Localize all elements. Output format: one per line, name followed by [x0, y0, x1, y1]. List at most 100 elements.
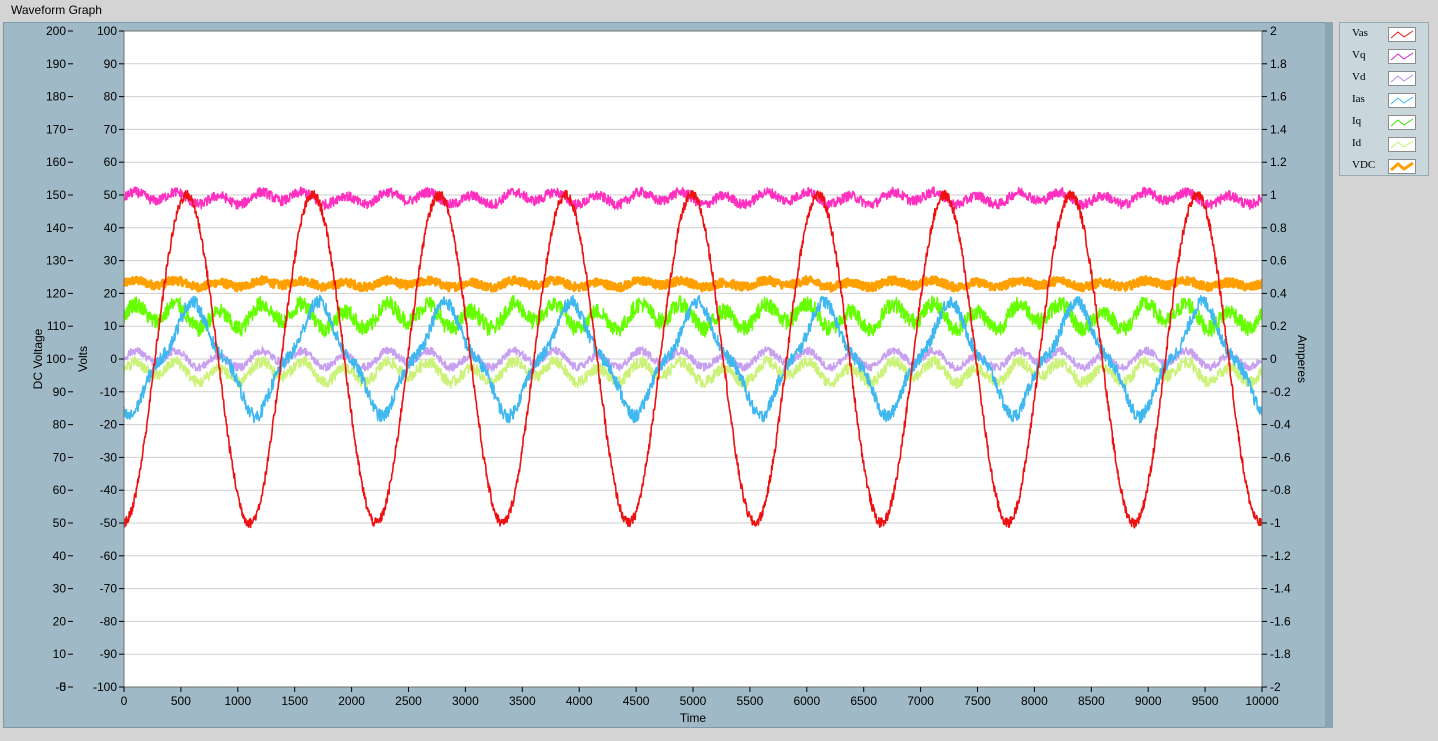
amperes-tick-label: -1.4 — [1270, 582, 1291, 596]
amperes-tick-label: 1.2 — [1270, 155, 1287, 169]
dc-voltage-tick-label: 130 — [46, 254, 66, 268]
x-tick-label: 8000 — [1021, 694, 1048, 708]
x-tick-label: 9500 — [1192, 694, 1219, 708]
y-axis-title-volts: Volts — [76, 346, 90, 372]
amperes-tick-label: 1.6 — [1270, 90, 1287, 104]
volts-tick-label: 40 — [104, 221, 118, 235]
axis-ticks: 1009080706050403020100-10-20-30-40-50-60… — [46, 24, 1291, 708]
dc-voltage-tick-label: 20 — [53, 614, 67, 628]
volts-tick-label: 80 — [104, 90, 118, 104]
amperes-tick-label: 0.4 — [1270, 286, 1287, 300]
legend-swatch-vq[interactable] — [1388, 49, 1416, 64]
legend-label: Vd — [1352, 71, 1366, 83]
legend-item-iq[interactable]: Iq — [1342, 113, 1426, 133]
amperes-tick-label: 0.6 — [1270, 254, 1287, 268]
legend-swatch-ias[interactable] — [1388, 93, 1416, 108]
x-tick-label: 4500 — [623, 694, 650, 708]
amperes-tick-label: 0.8 — [1270, 221, 1287, 235]
volts-tick-label: 30 — [104, 254, 118, 268]
legend-label: Id — [1352, 137, 1362, 149]
volts-tick-label: -30 — [100, 450, 118, 464]
dc-voltage-tick-label: 10 — [53, 647, 67, 661]
legend-swatch-vas[interactable] — [1388, 27, 1416, 42]
series-line-ias — [123, 294, 1263, 424]
dc-voltage-tick-label: 60 — [53, 483, 67, 497]
x-tick-label: 9000 — [1135, 694, 1162, 708]
volts-tick-label: -10 — [100, 385, 118, 399]
legend-swatch-vd[interactable] — [1388, 71, 1416, 86]
dc-voltage-tick-label: 160 — [46, 155, 66, 169]
dc-voltage-tick-label: 180 — [46, 90, 66, 104]
volts-tick-label: -90 — [100, 647, 118, 661]
legend-item-id[interactable]: Id — [1342, 135, 1426, 155]
volts-tick-label: 10 — [104, 319, 118, 333]
x-tick-label: 7000 — [907, 694, 934, 708]
legend-item-ias[interactable]: Ias — [1342, 91, 1426, 111]
amperes-tick-label: -1 — [1270, 516, 1281, 530]
legend-swatch-vdc[interactable] — [1388, 159, 1416, 174]
y-axis-title-amperes: Amperes — [1295, 335, 1309, 383]
volts-tick-label: 50 — [104, 188, 118, 202]
amperes-tick-label: -1.2 — [1270, 549, 1291, 563]
amperes-tick-label: 1.8 — [1270, 57, 1287, 71]
legend-item-vd[interactable]: Vd — [1342, 69, 1426, 89]
window-title: Waveform Graph — [11, 3, 102, 17]
waveform-chart[interactable]: 1009080706050403020100-10-20-30-40-50-60… — [0, 0, 1330, 735]
volts-tick-label: -70 — [100, 582, 118, 596]
x-tick-label: 1500 — [281, 694, 308, 708]
volts-tick-label: -20 — [100, 418, 118, 432]
legend-swatch-id[interactable] — [1388, 137, 1416, 152]
grid-lines — [124, 30, 1262, 688]
x-tick-label: 0 — [121, 694, 128, 708]
volts-tick-label: 0 — [110, 352, 117, 366]
legend-label: Ias — [1352, 93, 1365, 105]
legend-item-vdc[interactable]: VDC — [1342, 157, 1426, 177]
legend-label: VDC — [1352, 159, 1376, 171]
y-axis-title-dc-voltage: DC Voltage — [31, 328, 45, 389]
x-tick-label: 2500 — [395, 694, 422, 708]
amperes-tick-label: -1.6 — [1270, 614, 1291, 628]
graph-frame-edge — [1325, 22, 1333, 728]
amperes-tick-label: -0.6 — [1270, 450, 1291, 464]
dc-voltage-tick-label: 0 — [59, 680, 66, 694]
series-line-id — [123, 355, 1263, 389]
dc-voltage-tick-label: 70 — [53, 450, 67, 464]
x-tick-label: 4000 — [566, 694, 593, 708]
x-tick-label: 7500 — [964, 694, 991, 708]
amperes-tick-label: -0.8 — [1270, 483, 1291, 497]
volts-tick-label: -50 — [100, 516, 118, 530]
volts-tick-label: 20 — [104, 286, 118, 300]
x-tick-label: 6500 — [850, 694, 877, 708]
legend-swatch-iq[interactable] — [1388, 115, 1416, 130]
volts-tick-label: -100 — [93, 680, 117, 694]
legend-label: Vq — [1352, 49, 1366, 61]
series-line-vas — [123, 189, 1263, 529]
legend-item-vq[interactable]: Vq — [1342, 47, 1426, 67]
x-tick-label: 1000 — [224, 694, 251, 708]
amperes-tick-label: 2 — [1270, 24, 1277, 38]
legend-item-vas[interactable]: Vas — [1342, 25, 1426, 45]
volts-tick-label: -40 — [100, 483, 118, 497]
dc-voltage-tick-label: 190 — [46, 57, 66, 71]
plot-legend[interactable]: Vas Vq Vd Ias Iq Id VDC — [1339, 22, 1429, 176]
volts-tick-label: 70 — [104, 122, 118, 136]
dc-voltage-tick-label: -5 — [55, 680, 66, 694]
x-tick-label: 8500 — [1078, 694, 1105, 708]
x-tick-label: 500 — [171, 694, 191, 708]
series-line-vdc — [122, 275, 1263, 293]
x-tick-label: 5500 — [737, 694, 764, 708]
series-layer — [122, 186, 1263, 529]
dc-voltage-tick-label: 150 — [46, 188, 66, 202]
x-axis-title: Time — [680, 711, 707, 725]
amperes-tick-label: -0.4 — [1270, 418, 1291, 432]
amperes-tick-label: 0 — [1270, 352, 1277, 366]
x-tick-label: 6000 — [793, 694, 820, 708]
dc-voltage-tick-label: 120 — [46, 286, 66, 300]
dc-voltage-tick-label: 80 — [53, 418, 67, 432]
x-tick-label: 3500 — [509, 694, 536, 708]
series-line-vd — [123, 346, 1263, 372]
volts-tick-label: -60 — [100, 549, 118, 563]
volts-tick-label: -80 — [100, 614, 118, 628]
dc-voltage-tick-label: 200 — [46, 24, 66, 38]
dc-voltage-tick-label: 140 — [46, 221, 66, 235]
